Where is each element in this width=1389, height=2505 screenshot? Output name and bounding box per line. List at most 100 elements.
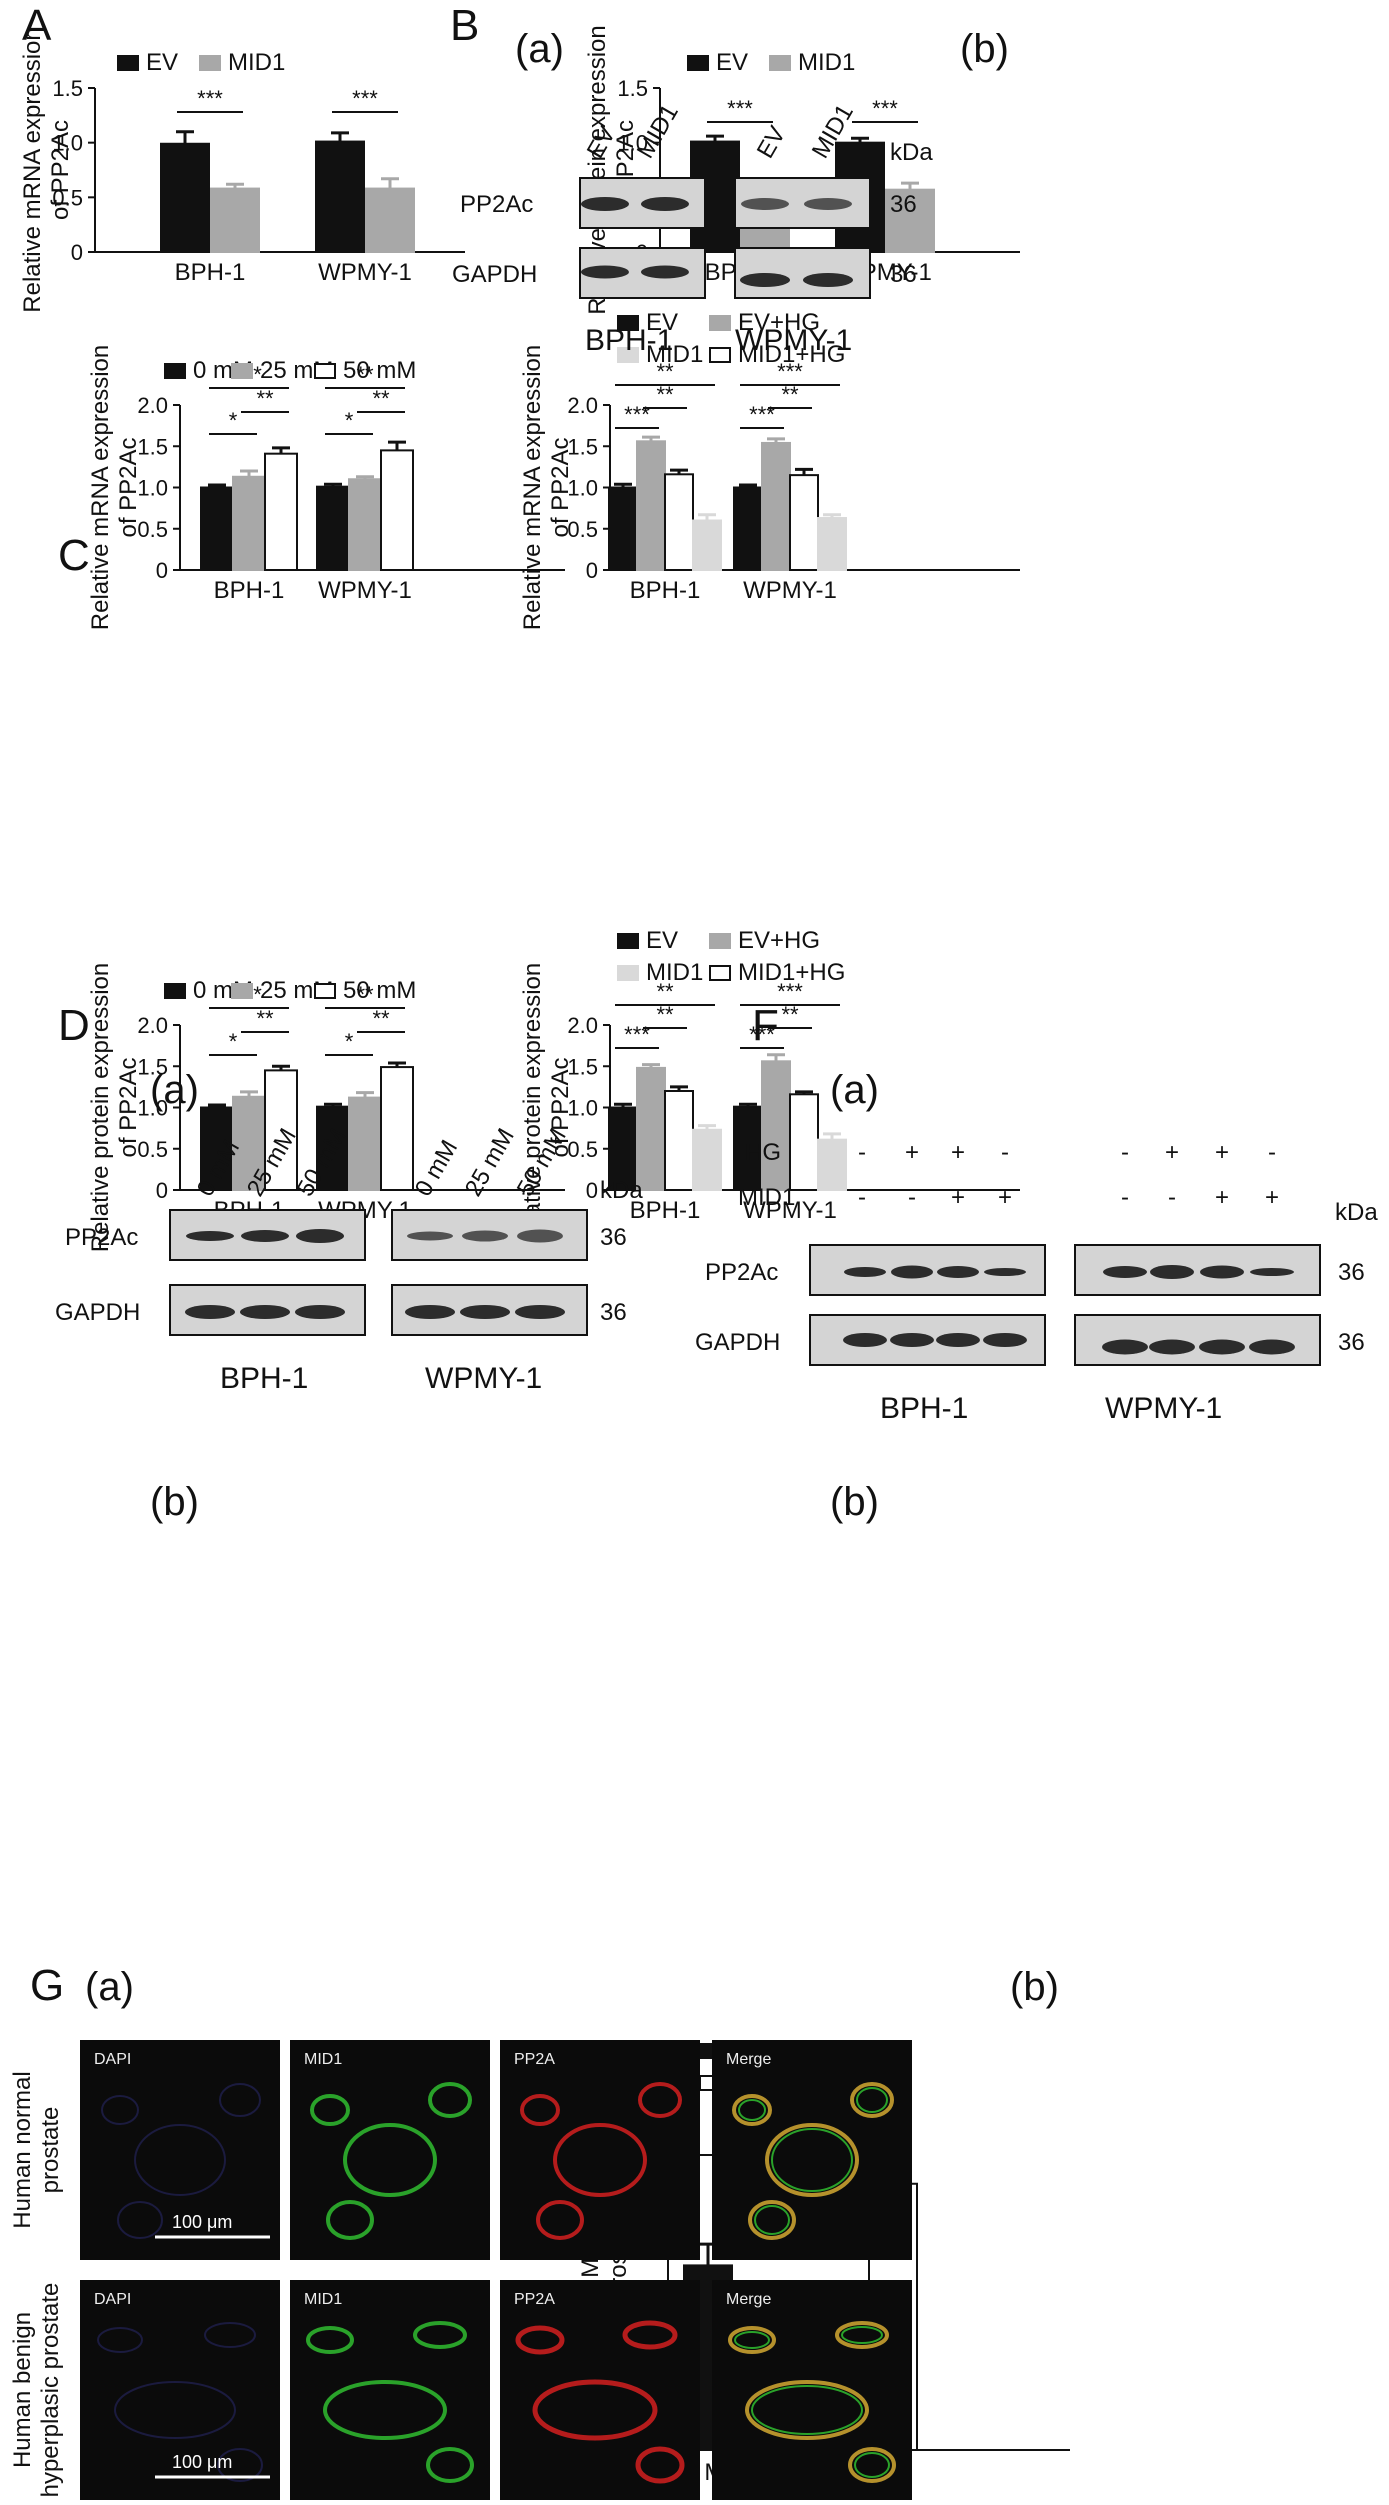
bar: [200, 1106, 234, 1191]
channel-label: DAPI: [94, 2051, 131, 2068]
tissue-gland: [732, 2094, 772, 2126]
legend-label: EV: [146, 49, 178, 76]
micro-background: [712, 2280, 912, 2500]
tissue-gland: [428, 2082, 472, 2118]
channel-label: Merge: [726, 2291, 771, 2308]
mid1-sign: -: [908, 1184, 916, 1211]
x-tick-label: BPH-1: [175, 259, 246, 286]
mid1-sign: -: [858, 1184, 866, 1211]
bar: [733, 486, 763, 571]
blot-band: [641, 265, 689, 279]
bar: [200, 486, 234, 571]
tissue-gland: [638, 2082, 682, 2118]
row-label: GAPDH: [452, 261, 537, 288]
panel-g-sub-b: (b): [1010, 1965, 1059, 2009]
tissue-gland-inner: [854, 2452, 890, 2478]
channel-label: MID1: [304, 2291, 342, 2308]
blot-band: [890, 1333, 934, 1347]
legend-label: MID1: [646, 959, 703, 986]
kda-value: 36: [600, 1299, 627, 1326]
cell-label: WPMY-1: [735, 324, 852, 357]
mid1-sign: -: [1168, 1184, 1176, 1211]
microscopy-layer: DAPI 100 μm MID1 PP2A Merge DAPI 100 μm MID1 PP2…: [9, 2040, 912, 2500]
tissue-gland: [765, 2123, 859, 2197]
bar: [733, 1105, 763, 1192]
legend-swatch: [164, 983, 186, 999]
tissue-gland: [850, 2082, 894, 2118]
tissue-gland: [635, 2446, 685, 2484]
treatment-label: HG: [745, 1139, 781, 1166]
y-tick-label: 2.0: [567, 393, 598, 418]
kda-label: kDa: [1335, 1199, 1378, 1226]
tissue-gland: [134, 2124, 226, 2196]
blot-frame: [734, 247, 871, 299]
bar: [761, 441, 791, 572]
lane-label: 0 mM: [410, 1136, 463, 1201]
significance-label: **: [356, 982, 374, 1007]
blot-band: [186, 1231, 234, 1241]
legend-swatch: [617, 315, 639, 331]
legend-swatch: [709, 965, 731, 981]
bar: [316, 485, 350, 571]
bar: [365, 187, 415, 254]
tissue-gland-inner: [856, 2087, 888, 2113]
kda-value: 36: [890, 261, 917, 288]
legend-label: EV+HG: [738, 927, 820, 954]
blot-band: [240, 1305, 290, 1319]
micro-image: Merge: [712, 2040, 912, 2260]
cell-label: BPH-1: [880, 1392, 968, 1425]
bar: [789, 1093, 819, 1192]
tissue-gland: [114, 2381, 236, 2439]
tissue-gland: [343, 2123, 437, 2197]
tissue-gland-inner: [751, 2385, 863, 2435]
bar: [160, 142, 210, 253]
hg-sign: +: [1165, 1139, 1179, 1166]
y-tick-label: 0.5: [137, 517, 168, 542]
panel-letter-a: A: [22, 1, 52, 50]
legend-swatch: [617, 933, 639, 949]
x-tick-label: WPMY-1: [743, 1197, 837, 1224]
significance-label: **: [656, 979, 674, 1004]
lane-label: EV: [752, 122, 791, 163]
micro-image: PP2A: [500, 2280, 700, 2500]
significance-label: ***: [872, 96, 898, 121]
y-axis-title-line: Relative protein expression: [87, 963, 114, 1253]
legend-swatch: [117, 55, 139, 71]
bar: [608, 486, 638, 571]
panel-b-sub-a: (a): [515, 27, 564, 71]
legend-label: 50 mM: [343, 357, 416, 384]
bar: [348, 478, 382, 571]
legend-swatch: [687, 55, 709, 71]
significance-label: **: [256, 386, 274, 411]
micro-background: [500, 2280, 700, 2500]
blot-band: [407, 1231, 453, 1241]
significance-label: ***: [624, 402, 650, 427]
tissue-gland: [310, 2094, 350, 2126]
row-label: PP2Ac: [65, 1224, 138, 1251]
tissue-gland: [117, 2201, 163, 2239]
y-axis-title-line: of PP2Ac: [547, 1057, 574, 1157]
y-axis-title-line: Relative mRNA expression: [87, 345, 114, 630]
significance-label: ***: [749, 402, 775, 427]
blot-band: [460, 1305, 510, 1319]
y-tick-label: 0: [71, 240, 83, 265]
kda-value: 36: [890, 191, 917, 218]
y-tick-label: 2.0: [137, 393, 168, 418]
row-label: GAPDH: [695, 1329, 780, 1356]
blot-band: [1249, 1339, 1295, 1355]
y-axis-title: Relative mRNA expressionof PP2Ac: [87, 345, 142, 630]
panel-letter-f: F: [752, 1001, 779, 1050]
micro-background: [712, 2040, 912, 2260]
legend-swatch: [199, 55, 221, 71]
legend-swatch: [314, 363, 336, 379]
x-tick-label: BPH-1: [214, 577, 285, 604]
cell-label: WPMY-1: [1105, 1392, 1222, 1425]
mid1-sign: +: [951, 1184, 965, 1211]
legend-swatch: [709, 347, 731, 363]
bar: [210, 187, 260, 254]
y-tick-label: 1.0: [52, 131, 83, 156]
